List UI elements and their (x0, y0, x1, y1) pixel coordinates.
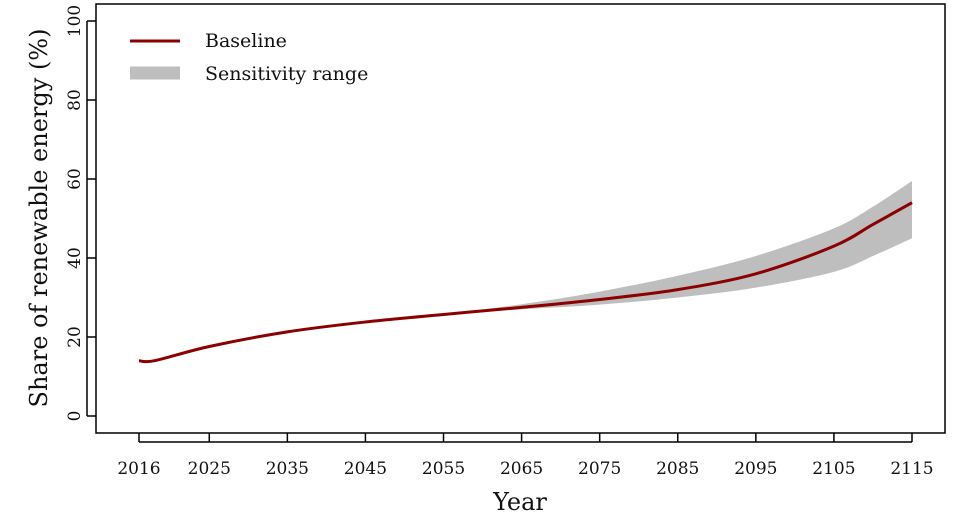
x-axis-label: Year (492, 488, 547, 516)
legend-band-label: Sensitivity range (205, 63, 368, 85)
plot-frame (95, 3, 946, 434)
sensitivity-band-layer (139, 180, 912, 362)
y-tick-label: 20 (65, 326, 85, 348)
y-axis-ticks: 0 20 40 60 80 100 (65, 5, 96, 422)
y-tick-label: 0 (65, 411, 85, 422)
x-axis-ticks: 2016 2025 2035 2045 2055 2065 2075 2085 2095 2105… (117, 433, 934, 479)
sensitivity-band (139, 180, 912, 362)
y-tick-label: 40 (65, 247, 85, 269)
legend-baseline-label: Baseline (205, 30, 287, 52)
y-axis-label: Share of renewable energy (%) (25, 29, 53, 408)
x-tick-label: 2065 (500, 459, 543, 479)
baseline-line (138, 201, 913, 364)
y-tick-label: 60 (65, 168, 85, 190)
x-tick-label: 2016 (117, 459, 160, 479)
y-tick-label: 100 (65, 5, 85, 37)
x-tick-label: 2045 (344, 459, 387, 479)
x-tick-label: 2115 (890, 459, 933, 479)
baseline-line-layer (138, 201, 913, 364)
x-tick-label: 2035 (266, 459, 309, 479)
x-tick-label: 2085 (656, 459, 699, 479)
x-tick-label: 2105 (812, 459, 855, 479)
x-tick-label: 2055 (422, 459, 465, 479)
x-tick-label: 2075 (578, 459, 621, 479)
x-tick-label: 2025 (188, 459, 231, 479)
x-tick-label: 2095 (734, 459, 777, 479)
y-tick-label: 80 (65, 89, 85, 111)
legend: Baseline Sensitivity range (130, 30, 368, 85)
